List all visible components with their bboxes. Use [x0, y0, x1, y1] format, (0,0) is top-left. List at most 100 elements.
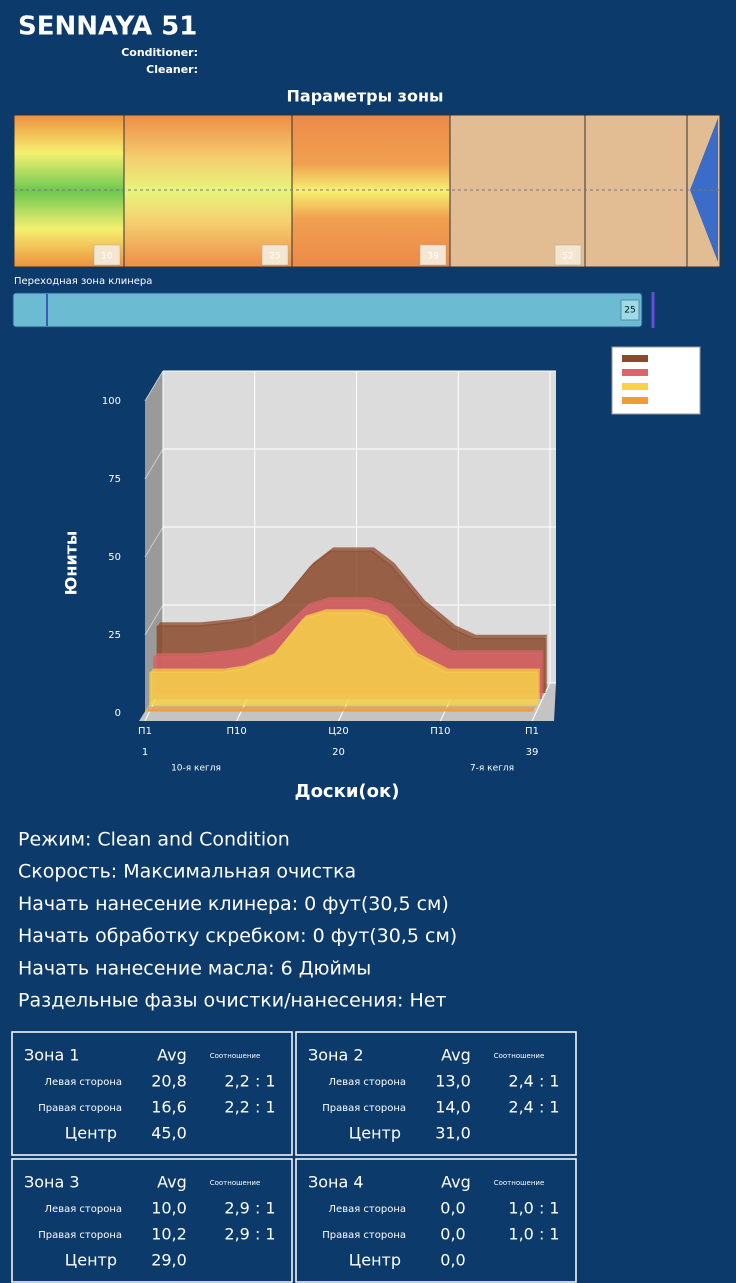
legend-swatch [622, 383, 648, 390]
zone-column [123, 114, 293, 268]
transition-title: Переходная зона клинера [14, 276, 152, 287]
avg-header: Avg [157, 1046, 187, 1065]
x-tick-label: П1 [138, 726, 152, 737]
row-label: Правая сторона [38, 1230, 122, 1241]
legend-swatch [622, 397, 648, 404]
row-avg: 10,0 [151, 1199, 187, 1218]
legend-label: Зона 4 [652, 397, 684, 407]
ratio-header: Соотношение [494, 1052, 545, 1060]
avg-header: Avg [441, 1046, 471, 1065]
x-axis-title: Доски(ок) [295, 781, 400, 802]
info-line: Раздельные фазы очистки/нанесения: Нет [18, 990, 447, 1012]
row-ratio: 1,0 : 1 [508, 1199, 559, 1218]
info-line: Начать нанесение клинера: 0 фут(30,5 см) [18, 893, 449, 915]
row-label: Правая сторона [38, 1103, 122, 1114]
zone-title: Зона 1 [24, 1046, 80, 1065]
info-line: Режим: Clean and Condition [18, 829, 290, 851]
info-line: Начать нанесение масла: 6 Дюймы [18, 957, 371, 979]
row-ratio: 2,4 : 1 [508, 1072, 559, 1091]
x-tick-label: Ц20 [328, 726, 349, 737]
area-top [146, 706, 536, 711]
row-label: Левая сторона [329, 1204, 406, 1215]
info-line: Начать обработку скребком: 0 фут(30,5 см… [18, 925, 457, 947]
grid-line [144, 448, 164, 480]
cleaner-label: Cleaner: [146, 63, 198, 76]
area-top [154, 597, 544, 658]
ratio-header: Соотношение [210, 1179, 261, 1187]
x-number: 1 [142, 747, 148, 758]
row-avg: 14,0 [435, 1098, 471, 1117]
x-tick-label: П10 [227, 726, 247, 737]
ratio-header: Соотношение [494, 1179, 545, 1187]
section-title: Параметры зоны [287, 87, 444, 106]
y-axis-title: Юниты [62, 531, 81, 596]
center-value: 0,0 [440, 1251, 465, 1270]
label-box [261, 244, 289, 266]
label-box [419, 244, 447, 266]
avg-header: Avg [441, 1173, 471, 1192]
x-tick-label: П1 [525, 726, 539, 737]
row-label: Правая сторона [322, 1103, 406, 1114]
x-number: 39 [526, 747, 539, 758]
y-tick-label: 75 [108, 474, 121, 485]
x-note: 7-я кегля [470, 764, 514, 774]
label-box [93, 244, 121, 266]
legend-label: Зона 1 [652, 355, 683, 365]
x-number: 20 [332, 747, 345, 758]
y-tick-label: 100 [102, 396, 121, 407]
row-avg: 10,2 [151, 1225, 187, 1244]
zone-box [11, 1031, 293, 1156]
zone-box [295, 1031, 577, 1156]
row-ratio: 2,4 : 1 [508, 1098, 559, 1117]
legend-swatch [622, 355, 648, 362]
center-value: 29,0 [151, 1251, 187, 1270]
y-tick-label: 50 [108, 552, 121, 563]
row-ratio: 2,2 : 1 [224, 1072, 275, 1091]
ratio-header: Соотношение [210, 1052, 261, 1060]
zone-column [584, 114, 688, 268]
center-label: Центр [349, 1124, 401, 1143]
row-label: Левая сторона [329, 1077, 406, 1088]
row-label: Левая сторона [45, 1204, 122, 1215]
conditioner-label: Conditioner: [121, 46, 198, 59]
label-box [620, 299, 640, 321]
transition-bar [12, 292, 643, 328]
row-avg: 13,0 [435, 1072, 471, 1091]
grid-line [144, 370, 164, 402]
title: SENNAYA 51 [18, 12, 197, 42]
row-ratio: 2,2 : 1 [224, 1098, 275, 1117]
row-avg: 20,8 [151, 1072, 187, 1091]
x-tick-label: П10 [430, 726, 450, 737]
center-label: Центр [65, 1251, 117, 1270]
zone-bar [13, 114, 721, 268]
row-ratio: 2,9 : 1 [224, 1199, 275, 1218]
zone-label: 10 [101, 252, 113, 262]
y-tick-label: 25 [108, 630, 121, 641]
center-label: Центр [65, 1124, 117, 1143]
row-ratio: 2,9 : 1 [224, 1225, 275, 1244]
zone-box [295, 1158, 577, 1283]
avg-header: Avg [157, 1173, 187, 1192]
grid-line [144, 526, 164, 558]
y-tick-label: 0 [115, 708, 121, 719]
row-avg: 0,0 [440, 1225, 465, 1244]
x-note: 10-я кегля [171, 764, 221, 774]
zone-label: 52 [562, 252, 573, 262]
legend-label: Зона 3 [652, 383, 683, 393]
label-box [554, 244, 582, 266]
area-top [157, 547, 548, 639]
zone-column [13, 114, 125, 268]
transition-label: 25 [624, 306, 635, 316]
row-ratio: 1,0 : 1 [508, 1225, 559, 1244]
center-value: 31,0 [435, 1124, 471, 1143]
area [149, 612, 539, 705]
row-avg: 16,6 [151, 1098, 187, 1117]
zone-column [291, 114, 451, 268]
info-line: Скорость: Максимальная очистка [18, 861, 356, 883]
zone-column [449, 114, 586, 268]
zone-box [11, 1158, 293, 1283]
center-value: 45,0 [151, 1124, 187, 1143]
grid-line [531, 682, 551, 722]
